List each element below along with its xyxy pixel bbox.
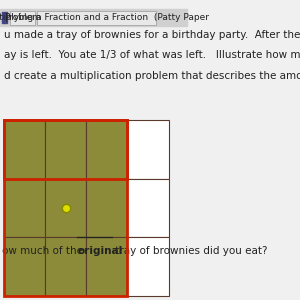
- Bar: [86, 178, 128, 237]
- Text: ay is left.  You ate 1/3 of what was left.   Illustrate how much you: ay is left. You ate 1/3 of what was left…: [4, 50, 300, 60]
- Bar: [45, 120, 86, 178]
- Text: original: original: [77, 246, 123, 256]
- Bar: [128, 120, 169, 178]
- Bar: [4, 120, 127, 178]
- Bar: [37, 11, 156, 25]
- Bar: [10, 11, 35, 25]
- Text: tray of brownies did you eat?: tray of brownies did you eat?: [112, 246, 267, 256]
- Bar: [86, 237, 128, 296]
- Bar: [45, 178, 86, 237]
- Text: u made a tray of brownies for a birthday party.  After the party ¾: u made a tray of brownies for a birthday…: [4, 30, 300, 40]
- Text: ow much of the: ow much of the: [2, 246, 86, 256]
- Text: Problem: Problem: [4, 13, 41, 22]
- Bar: [128, 178, 169, 237]
- Bar: [0, 9, 187, 26]
- Bar: [45, 237, 86, 296]
- Bar: [4, 120, 127, 296]
- Text: d create a multiplication problem that describes the amount.: d create a multiplication problem that d…: [4, 71, 300, 81]
- Bar: [4, 178, 45, 237]
- Text: Multiplying a Fraction and a Fraction  (Patty Paper: Multiplying a Fraction and a Fraction (P…: [0, 13, 209, 22]
- Bar: [4, 237, 45, 296]
- Bar: [86, 120, 128, 178]
- Bar: [2, 12, 7, 23]
- Bar: [128, 237, 169, 296]
- Bar: [4, 120, 45, 178]
